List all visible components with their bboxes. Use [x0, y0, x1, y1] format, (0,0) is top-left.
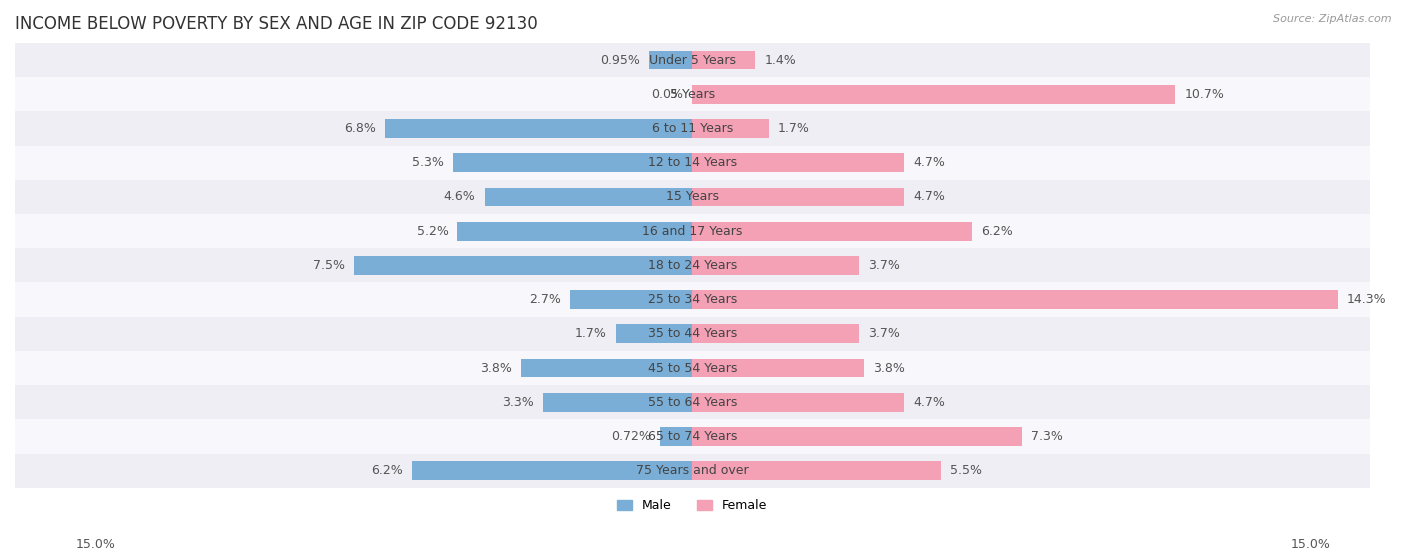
Bar — [692, 187, 904, 206]
Bar — [15, 43, 1369, 77]
Text: Under 5 Years: Under 5 Years — [648, 54, 735, 67]
Bar — [692, 119, 769, 138]
Bar — [15, 248, 1369, 282]
Text: 35 to 44 Years: 35 to 44 Years — [648, 328, 737, 340]
Text: 6.8%: 6.8% — [344, 122, 377, 135]
Text: 5 Years: 5 Years — [669, 88, 714, 101]
Text: Source: ZipAtlas.com: Source: ZipAtlas.com — [1274, 14, 1392, 24]
Bar — [692, 290, 1339, 309]
Text: 4.7%: 4.7% — [914, 191, 945, 203]
Text: 5.3%: 5.3% — [412, 156, 444, 169]
Bar — [692, 85, 1175, 103]
Text: 3.7%: 3.7% — [869, 259, 900, 272]
Bar — [650, 51, 692, 69]
Text: 5.2%: 5.2% — [416, 225, 449, 238]
Bar — [457, 222, 692, 240]
Bar — [15, 454, 1369, 488]
Legend: Male, Female: Male, Female — [612, 494, 772, 517]
Text: 3.8%: 3.8% — [873, 362, 904, 375]
Bar — [15, 317, 1369, 351]
Bar — [485, 187, 692, 206]
Bar — [543, 393, 692, 412]
Text: 15.0%: 15.0% — [1291, 538, 1330, 551]
Bar — [15, 282, 1369, 317]
Text: 4.7%: 4.7% — [914, 156, 945, 169]
Bar — [15, 214, 1369, 248]
Bar — [659, 427, 692, 446]
Text: 15 Years: 15 Years — [666, 191, 718, 203]
Bar — [354, 256, 692, 275]
Text: 1.4%: 1.4% — [765, 54, 796, 67]
Text: 4.7%: 4.7% — [914, 396, 945, 409]
Text: 25 to 34 Years: 25 to 34 Years — [648, 293, 737, 306]
Text: 55 to 64 Years: 55 to 64 Years — [648, 396, 737, 409]
Bar — [15, 145, 1369, 180]
Text: 6.2%: 6.2% — [981, 225, 1012, 238]
Bar — [15, 77, 1369, 111]
Text: 1.7%: 1.7% — [575, 328, 606, 340]
Bar — [15, 385, 1369, 419]
Bar — [15, 419, 1369, 454]
Bar — [692, 393, 904, 412]
Text: INCOME BELOW POVERTY BY SEX AND AGE IN ZIP CODE 92130: INCOME BELOW POVERTY BY SEX AND AGE IN Z… — [15, 15, 537, 33]
Bar — [616, 324, 692, 343]
Text: 6.2%: 6.2% — [371, 465, 404, 477]
Bar — [692, 427, 1022, 446]
Text: 3.3%: 3.3% — [502, 396, 534, 409]
Text: 6 to 11 Years: 6 to 11 Years — [651, 122, 733, 135]
Bar — [15, 180, 1369, 214]
Text: 75 Years and over: 75 Years and over — [636, 465, 748, 477]
Text: 5.5%: 5.5% — [949, 465, 981, 477]
Bar — [692, 256, 859, 275]
Text: 7.3%: 7.3% — [1031, 430, 1063, 443]
Text: 0.72%: 0.72% — [610, 430, 651, 443]
Bar — [692, 153, 904, 172]
Text: 7.5%: 7.5% — [312, 259, 344, 272]
Text: 15.0%: 15.0% — [76, 538, 115, 551]
Bar — [15, 351, 1369, 385]
Text: 12 to 14 Years: 12 to 14 Years — [648, 156, 737, 169]
Bar — [692, 222, 972, 240]
Text: 0.0%: 0.0% — [651, 88, 683, 101]
Text: 14.3%: 14.3% — [1347, 293, 1386, 306]
Bar — [692, 461, 941, 480]
Text: 65 to 74 Years: 65 to 74 Years — [648, 430, 737, 443]
Bar — [692, 51, 755, 69]
Text: 45 to 54 Years: 45 to 54 Years — [648, 362, 737, 375]
Text: 18 to 24 Years: 18 to 24 Years — [648, 259, 737, 272]
Bar — [520, 359, 692, 377]
Text: 0.95%: 0.95% — [600, 54, 640, 67]
Bar — [15, 111, 1369, 145]
Text: 10.7%: 10.7% — [1184, 88, 1225, 101]
Text: 16 and 17 Years: 16 and 17 Years — [643, 225, 742, 238]
Bar — [385, 119, 692, 138]
Text: 4.6%: 4.6% — [444, 191, 475, 203]
Bar — [571, 290, 692, 309]
Bar — [412, 461, 692, 480]
Text: 3.8%: 3.8% — [479, 362, 512, 375]
Bar — [692, 324, 859, 343]
Text: 1.7%: 1.7% — [778, 122, 810, 135]
Bar — [453, 153, 692, 172]
Bar — [692, 359, 863, 377]
Text: 3.7%: 3.7% — [869, 328, 900, 340]
Text: 2.7%: 2.7% — [530, 293, 561, 306]
